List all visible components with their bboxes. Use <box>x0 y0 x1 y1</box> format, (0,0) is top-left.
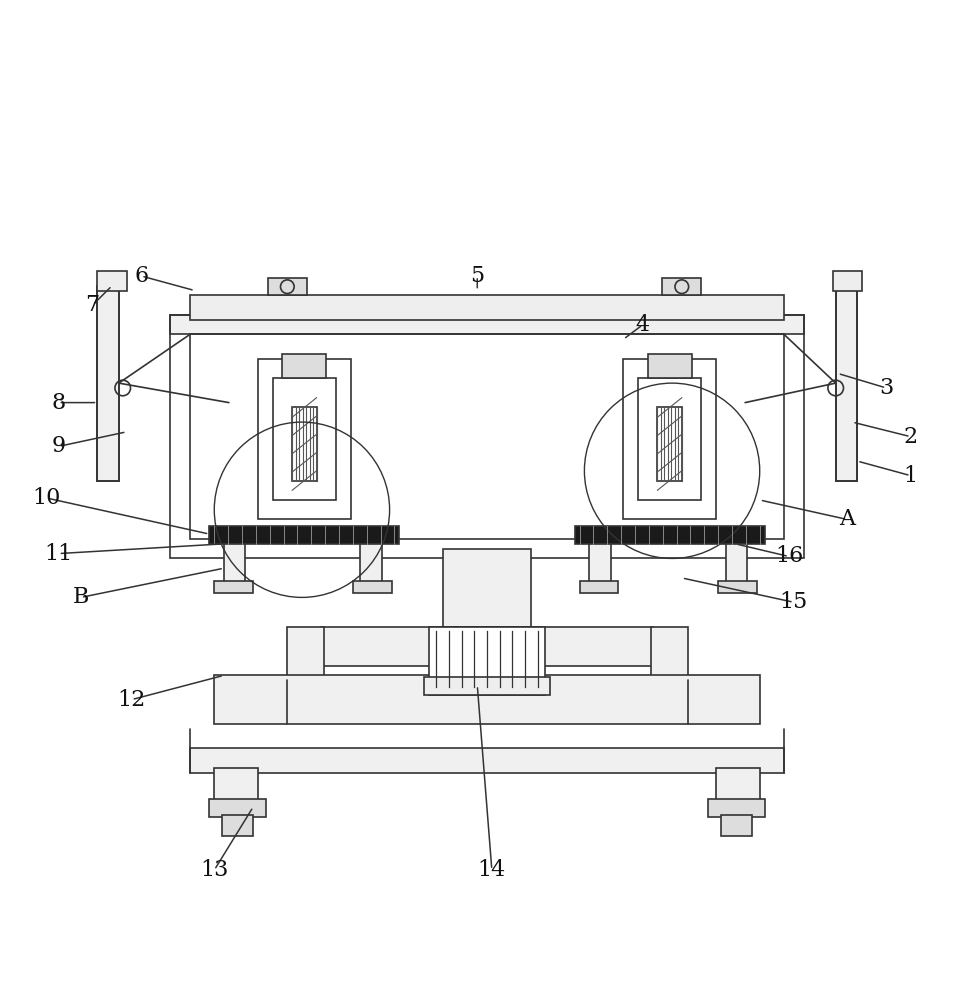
Text: 1: 1 <box>904 465 918 487</box>
Bar <box>282 354 326 378</box>
Text: 9: 9 <box>52 435 65 457</box>
Bar <box>287 627 324 680</box>
Bar <box>209 799 266 817</box>
Bar <box>190 295 784 320</box>
Text: 2: 2 <box>904 426 918 448</box>
Bar <box>292 407 317 481</box>
Text: 3: 3 <box>880 377 893 399</box>
Bar <box>209 526 399 544</box>
Bar <box>268 278 307 295</box>
Bar <box>836 286 857 481</box>
Bar <box>580 581 618 593</box>
Bar <box>214 768 258 802</box>
Bar <box>726 544 747 583</box>
Bar <box>708 799 765 817</box>
Bar <box>214 581 253 593</box>
Bar <box>353 581 392 593</box>
Bar <box>575 526 765 544</box>
Text: 10: 10 <box>32 487 61 509</box>
Text: 4: 4 <box>636 314 650 336</box>
Text: 7: 7 <box>86 294 99 316</box>
Bar <box>662 278 701 295</box>
Text: 11: 11 <box>44 543 73 565</box>
Bar <box>224 544 245 583</box>
Text: 5: 5 <box>470 265 484 287</box>
Bar <box>443 549 531 627</box>
Bar <box>97 286 119 481</box>
Text: 14: 14 <box>477 859 506 881</box>
Bar <box>651 627 688 680</box>
Bar <box>721 815 752 836</box>
Bar <box>623 359 716 519</box>
Bar <box>97 271 127 291</box>
Bar <box>657 407 682 481</box>
Bar <box>360 544 382 583</box>
Text: 16: 16 <box>774 545 804 567</box>
Bar <box>833 271 862 291</box>
Bar <box>718 581 757 593</box>
Bar <box>638 378 701 500</box>
Text: 6: 6 <box>134 265 148 287</box>
Bar <box>170 315 804 558</box>
Bar <box>190 748 784 773</box>
Bar <box>836 286 857 481</box>
Text: 12: 12 <box>117 689 146 711</box>
Bar <box>648 354 692 378</box>
Bar <box>170 315 804 334</box>
Text: 8: 8 <box>52 392 65 414</box>
Text: B: B <box>73 586 89 608</box>
Text: A: A <box>840 508 855 530</box>
Bar <box>214 675 760 724</box>
Text: 13: 13 <box>200 859 229 881</box>
Bar <box>321 627 653 666</box>
Bar <box>424 677 550 695</box>
Bar <box>589 544 611 583</box>
Bar <box>190 334 784 539</box>
Bar <box>258 359 351 519</box>
Bar <box>273 378 336 500</box>
Text: 15: 15 <box>779 591 808 613</box>
Bar <box>716 768 760 802</box>
Bar <box>222 815 253 836</box>
Bar <box>97 286 119 481</box>
Bar <box>429 627 545 695</box>
